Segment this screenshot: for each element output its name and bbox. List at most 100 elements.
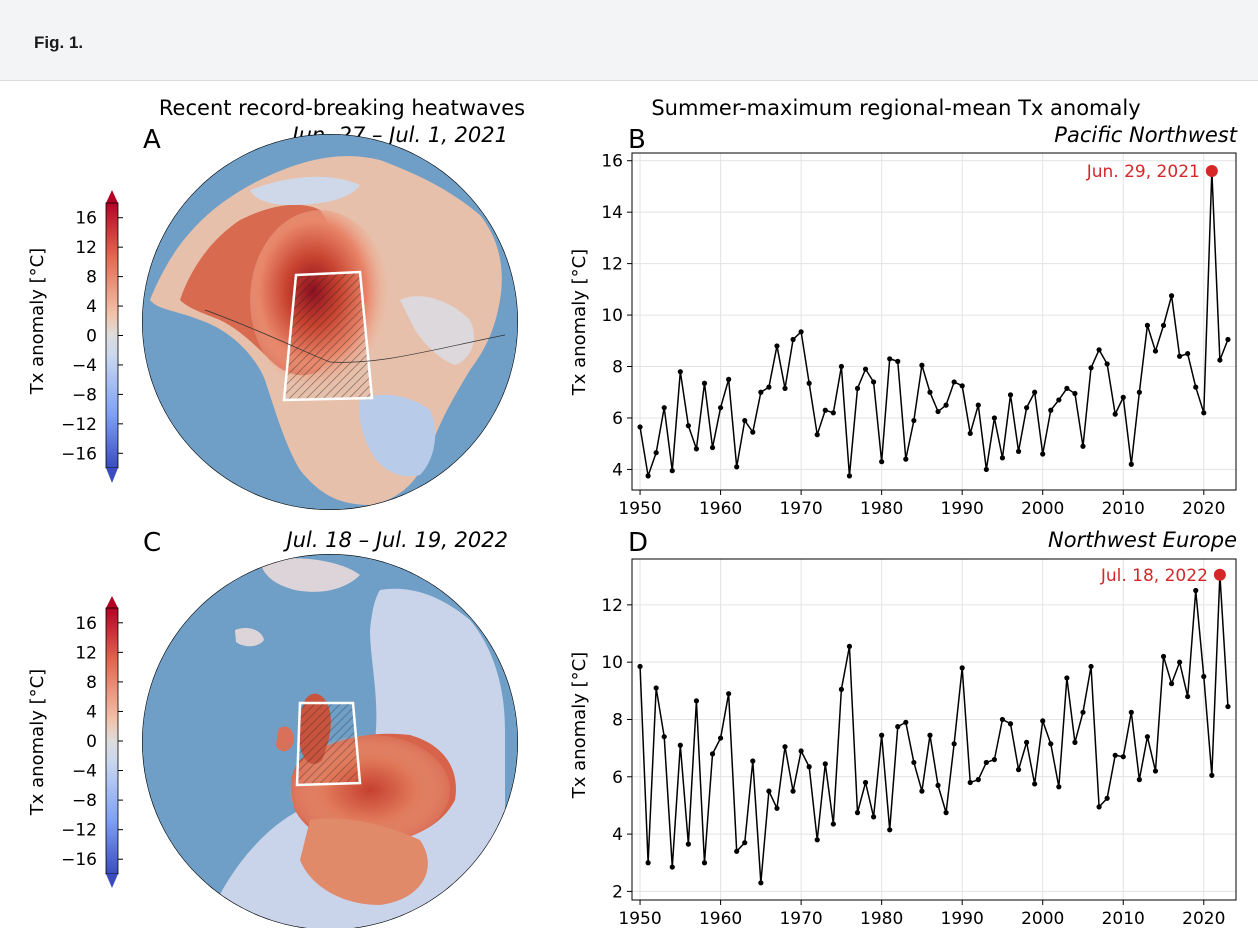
data-point bbox=[669, 468, 675, 474]
data-point bbox=[717, 405, 724, 411]
data-point bbox=[677, 369, 683, 375]
data-point bbox=[1201, 673, 1207, 680]
x-tick-label: 1960 bbox=[699, 909, 742, 928]
data-point bbox=[1193, 587, 1199, 594]
data-point bbox=[734, 848, 740, 854]
x-tick-label: 2000 bbox=[1021, 499, 1064, 519]
data-point bbox=[685, 841, 691, 847]
data-point bbox=[742, 840, 748, 846]
data-point bbox=[774, 343, 780, 349]
data-point bbox=[1225, 336, 1231, 343]
x-tick-label: 2010 bbox=[1102, 909, 1145, 928]
data-point bbox=[677, 742, 683, 748]
data-point bbox=[1177, 353, 1183, 359]
data-point bbox=[879, 459, 885, 465]
data-point bbox=[1120, 754, 1126, 760]
y-tick-label: 2 bbox=[612, 882, 623, 902]
data-point bbox=[854, 385, 861, 391]
data-point bbox=[701, 860, 708, 866]
data-point bbox=[1120, 394, 1126, 400]
data-point bbox=[1048, 407, 1054, 413]
data-point bbox=[838, 363, 844, 370]
data-point bbox=[814, 837, 820, 843]
colorbar-tick-label: −8 bbox=[72, 791, 97, 811]
colorbar-a-label: Tx anomaly [°C] bbox=[27, 248, 48, 395]
data-point bbox=[830, 410, 836, 416]
data-point bbox=[1104, 361, 1110, 367]
maps-heading: Recent record-breaking heatwaves bbox=[159, 96, 525, 120]
data-point bbox=[975, 777, 981, 783]
data-point bbox=[895, 724, 901, 730]
data-point bbox=[758, 880, 764, 886]
data-point bbox=[1160, 653, 1167, 660]
data-point bbox=[726, 691, 732, 697]
colorbar-tick-label: −8 bbox=[72, 385, 97, 405]
data-point bbox=[919, 788, 925, 794]
data-point bbox=[1064, 675, 1070, 681]
data-point bbox=[693, 446, 700, 452]
data-point bbox=[1185, 351, 1191, 357]
colorbar-tick-label: 12 bbox=[75, 643, 97, 663]
data-point bbox=[951, 379, 957, 385]
globe-europe bbox=[142, 554, 518, 928]
data-point bbox=[1040, 718, 1046, 724]
series-line bbox=[639, 170, 1229, 477]
colorbar-c: 16 12 8 4 0 −4 −8 −12 −16 Tx anomaly [°C] bbox=[27, 596, 123, 888]
data-point bbox=[1088, 663, 1094, 670]
data-point bbox=[782, 744, 788, 750]
data-point bbox=[1056, 784, 1062, 790]
data-point bbox=[1152, 348, 1159, 354]
map-panel-a: A Jun. 27 – Jul. 1, 2021 1612840−4−8−12−… bbox=[27, 123, 518, 510]
data-point bbox=[1112, 411, 1118, 417]
data-point bbox=[1168, 681, 1175, 687]
data-point bbox=[653, 450, 659, 456]
data-point bbox=[1152, 768, 1159, 774]
panel-letter-c: C bbox=[143, 528, 161, 558]
x-tick-label: 2020 bbox=[1182, 499, 1225, 519]
panel-letter-b: B bbox=[628, 125, 646, 155]
data-point bbox=[661, 405, 667, 411]
data-point bbox=[814, 432, 820, 438]
data-point bbox=[822, 407, 828, 413]
data-point bbox=[1144, 322, 1151, 328]
x-tick-label: 1970 bbox=[779, 499, 822, 519]
data-point bbox=[887, 356, 893, 362]
colorbar-tick-label: 12 bbox=[75, 238, 97, 258]
data-point bbox=[1080, 443, 1086, 449]
data-point bbox=[927, 389, 933, 395]
data-point bbox=[1209, 772, 1215, 778]
colorbar-tick-label: −4 bbox=[72, 356, 97, 376]
colorbar-tick-label: −4 bbox=[72, 762, 97, 782]
data-point bbox=[927, 732, 933, 738]
data-point bbox=[1160, 322, 1167, 328]
figure-header: Fig. 1. bbox=[0, 0, 1258, 81]
colorbar-tick-label: −16 bbox=[61, 444, 97, 464]
data-point bbox=[838, 686, 844, 692]
figure-canvas: Recent record-breaking heatwaves A Jun. … bbox=[27, 96, 1238, 928]
data-point bbox=[967, 779, 973, 786]
plot-frame bbox=[631, 152, 1237, 491]
data-point bbox=[766, 384, 772, 390]
x-tick-label: 2010 bbox=[1102, 499, 1145, 519]
data-point bbox=[685, 423, 691, 429]
data-point bbox=[790, 336, 796, 343]
data-point bbox=[1217, 357, 1223, 363]
y-tick-label: 14 bbox=[601, 203, 623, 223]
figure-label: Fig. 1. bbox=[34, 33, 84, 52]
x-tick-label: 1980 bbox=[860, 499, 903, 519]
data-point bbox=[967, 430, 973, 437]
data-point bbox=[790, 788, 796, 794]
y-tick-label: 10 bbox=[601, 653, 623, 673]
data-point bbox=[983, 466, 989, 473]
data-point bbox=[935, 408, 941, 415]
colorbar-tick-label: 4 bbox=[86, 702, 97, 722]
data-point bbox=[871, 814, 877, 820]
x-tick-label: 1990 bbox=[941, 499, 984, 519]
x-tick-label: 2000 bbox=[1021, 909, 1064, 928]
data-point bbox=[1032, 389, 1038, 395]
record-point bbox=[1213, 568, 1226, 581]
colorbar-tick-label: 8 bbox=[86, 673, 97, 693]
colorbar-tick-label: −12 bbox=[61, 415, 97, 435]
data-point bbox=[653, 685, 659, 691]
data-point bbox=[1072, 390, 1078, 397]
